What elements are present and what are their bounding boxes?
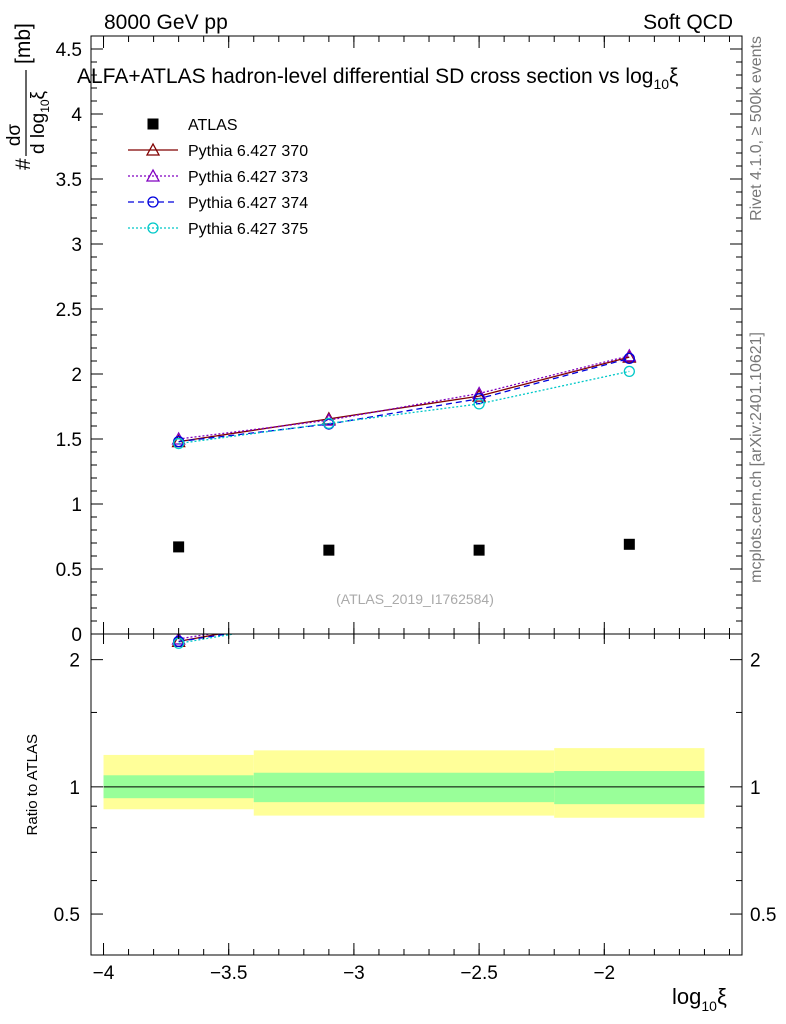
point-p374 (623, 352, 635, 365)
point-atlas (323, 544, 335, 556)
point-atlas (473, 544, 485, 556)
ratio-y-tick-label-right: 2 (750, 651, 761, 672)
y-tick-label: 4.5 (56, 40, 82, 61)
ratio-point-p373 (323, 609, 335, 620)
ratio-band-inner (554, 771, 705, 805)
ratio-point-p370 (323, 608, 335, 619)
series-line-p374 (178, 357, 630, 443)
ratio-y-tick-label-right: 1 (750, 778, 761, 799)
y-tick-label: 3 (71, 235, 82, 256)
series-line-p373 (178, 355, 630, 440)
y-tick-label: 2.5 (56, 300, 82, 321)
y-tick-label: 4 (71, 105, 82, 126)
ratio-y-tick-label: 0.5 (54, 905, 80, 926)
plot-title: ALFA+ATLAS hadron-level differential SD … (77, 65, 678, 92)
mcplots-note: mcplots.cern.ch [arXiv:2401.10621] (748, 332, 765, 583)
ratio-point-p374 (624, 576, 634, 586)
y-tick-label: 3.5 (56, 170, 82, 191)
ratio-point-p374 (324, 613, 334, 623)
legend-label: Pythia 6.427 375 (188, 221, 308, 238)
ratio-y-tick-label-right: 0.5 (750, 905, 776, 926)
ratio-uncertainty-bands (103, 748, 705, 818)
x-tick-label: −3 (343, 963, 365, 984)
analysis-watermark: (ATLAS_2019_I1762584) (336, 591, 494, 607)
legend-marker-p374 (147, 196, 159, 208)
ratio-point-p375 (324, 613, 334, 623)
category-label: Soft QCD (643, 11, 733, 34)
legend: ATLAS Pythia 6.427 370 Pythia 6.427 373 Pyt… (128, 117, 308, 238)
ratio-y-label: Ratio to ATLAS (24, 734, 41, 835)
y-tick-label: 0 (71, 625, 82, 646)
legend-marker-p370 (145, 142, 161, 156)
ratio-band-inner (253, 772, 555, 803)
y-label-numerator: dσ (4, 124, 25, 147)
ratio-point-p373 (171, 634, 186, 645)
ratio-y-tick-label: 1 (69, 778, 80, 799)
rivet-note: Rivet 4.1.0, ≥ 500k events (748, 36, 765, 221)
y-label-unit: [mb] (12, 23, 35, 64)
point-p375 (473, 398, 485, 410)
y-tick-label: 2 (71, 365, 82, 386)
point-p375 (172, 437, 185, 450)
y-label-hash: # (12, 158, 35, 170)
ratio-series (171, 573, 635, 649)
legend-label: ATLAS (188, 117, 238, 134)
ratio-point-p375 (624, 585, 634, 595)
series-line-p370 (178, 356, 630, 443)
point-p373 (622, 348, 637, 362)
legend-label: Pythia 6.427 374 (188, 195, 308, 212)
y-tick-label: 1.5 (56, 430, 82, 451)
x-axis-label: log10ξ (672, 984, 727, 1014)
x-tick-label: −2.5 (460, 963, 498, 984)
legend-label: Pythia 6.427 373 (188, 169, 308, 186)
legend-marker-atlas (147, 118, 159, 130)
point-p373 (171, 431, 186, 445)
axes: −4 −3.5 −3 −2.5 −2 0 0.5 1 1.5 2 2.5 3 3.5 4 4.5 0.5 0.5… (54, 36, 776, 984)
energy-label: 8000 GeV pp (104, 11, 228, 34)
x-tick-label: −3.5 (210, 963, 248, 984)
ratio-point-p370 (623, 574, 635, 585)
x-tick-label: −4 (93, 963, 115, 984)
point-p375 (623, 365, 635, 378)
legend-label: Pythia 6.427 370 (188, 143, 308, 160)
main-series (171, 348, 637, 556)
y-axis-label: # dσ d log10ξ [mb] (4, 23, 52, 170)
point-p374 (473, 393, 485, 405)
legend-marker-p373 (145, 168, 161, 182)
point-p375 (323, 417, 335, 430)
y-tick-label: 0.5 (56, 560, 82, 581)
x-tick-label: −2 (593, 963, 615, 984)
point-atlas (173, 541, 185, 553)
ratio-y-tick-label: 2 (69, 651, 80, 672)
y-tick-label: 1 (71, 495, 82, 516)
point-p370 (472, 388, 487, 402)
point-atlas (623, 538, 635, 550)
y-label-denominator: d log10ξ (28, 90, 52, 154)
legend-marker-p375 (147, 222, 159, 234)
ratio-point-p373 (623, 573, 635, 584)
ratio-frame (90, 633, 743, 956)
